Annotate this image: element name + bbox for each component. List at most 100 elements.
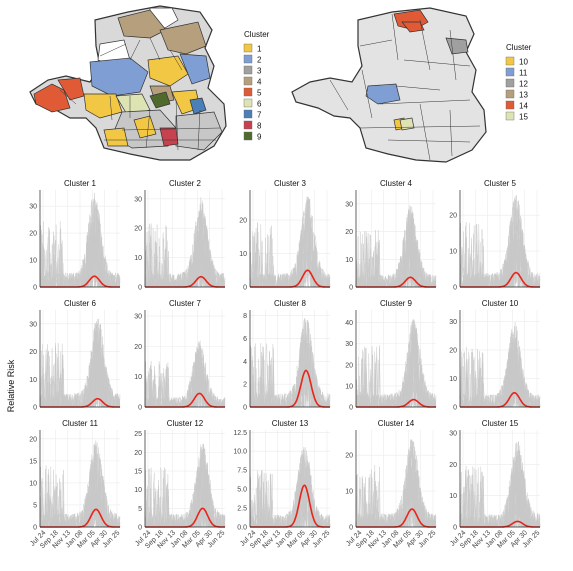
legend-label: 9 [257, 133, 262, 142]
y-tick-label: 20 [345, 362, 353, 369]
y-tick-label: 10 [449, 493, 457, 500]
y-tick-label: 10 [134, 255, 142, 262]
y-tick-label: 30 [29, 321, 37, 328]
y-tick-label: 2.5 [237, 506, 247, 513]
y-tick-label: 20 [449, 462, 457, 469]
panel-6: Cluster 6 0 10 20 30 [29, 299, 121, 412]
legend-label: 12 [519, 80, 528, 89]
y-tick-label: 20 [134, 226, 142, 233]
panel-title: Cluster 3 [274, 179, 307, 188]
legend-2: Cluster 10 11 12 13 14 15 [505, 43, 532, 122]
panel-10: Cluster 10 0 10 20 30 [449, 299, 541, 412]
legend-title: Cluster [506, 43, 532, 52]
y-tick-label: 4 [243, 359, 247, 366]
y-tick-label: 6 [243, 336, 247, 343]
legend-title: Cluster [244, 30, 270, 39]
y-tick-label: 10 [345, 489, 353, 496]
series-line [144, 204, 225, 288]
legend-label: 14 [519, 102, 528, 111]
legend-label: 10 [519, 58, 528, 67]
panel-title: Cluster 7 [169, 299, 202, 308]
y-tick-label: 20 [239, 218, 247, 225]
y-tick-label: 10 [29, 377, 37, 384]
panel-7: Cluster 7 0 10 20 30 [134, 299, 226, 412]
y-tick-label: 20 [29, 349, 37, 356]
series-line [249, 199, 330, 288]
y-tick-label: 30 [449, 431, 457, 438]
y-tick-label: 2 [243, 382, 247, 389]
panel-title: Cluster 14 [378, 419, 415, 428]
legend-label: 3 [257, 67, 262, 76]
y-tick-label: 12.5 [233, 430, 247, 437]
y-tick-label: 30 [134, 196, 142, 203]
legend-label: 11 [519, 69, 528, 78]
y-tick-label: 0 [453, 525, 457, 532]
y-tick-label: 15 [29, 458, 37, 465]
y-axis-label: Relative Risk [6, 359, 16, 412]
panel-title: Cluster 4 [380, 179, 413, 188]
panel-title: Cluster 15 [482, 419, 519, 428]
y-tick-label: 10.0 [233, 449, 247, 456]
y-tick-label: 40 [345, 320, 353, 327]
legend-swatch [243, 120, 253, 130]
y-tick-label: 20 [345, 229, 353, 236]
panel-3: Cluster 3 0 10 20 [239, 179, 331, 292]
y-tick-label: 8 [243, 313, 247, 320]
panel-title: Cluster 11 [62, 419, 98, 428]
legend-swatch [243, 43, 253, 53]
legend-swatch [505, 111, 515, 121]
y-tick-label: 0 [349, 405, 353, 412]
map-clusters-1-9 [29, 5, 227, 161]
y-tick-label: 0 [243, 405, 247, 412]
panel-title: Cluster 2 [169, 179, 202, 188]
panel-9: Cluster 9 0 10 20 30 40 [345, 299, 437, 412]
legend-1: Cluster 1 2 3 4 5 6 7 8 9 [243, 30, 270, 142]
panel-1: Cluster 1 0 10 20 30 [29, 179, 121, 292]
y-tick-label: 20 [134, 450, 142, 457]
panel-4: Cluster 4 0 10 20 30 [345, 179, 437, 292]
y-tick-label: 0 [349, 525, 353, 532]
y-tick-label: 0.0 [237, 525, 247, 532]
legend-swatch [243, 87, 253, 97]
y-tick-label: 10 [449, 376, 457, 383]
y-tick-label: 10 [134, 487, 142, 494]
y-tick-label: 15 [134, 469, 142, 476]
y-tick-label: 0 [33, 285, 37, 292]
panel-title: Cluster 8 [274, 299, 307, 308]
y-tick-label: 0 [453, 285, 457, 292]
legend-swatch [505, 89, 515, 99]
legend-swatch [243, 76, 253, 86]
y-tick-label: 20 [449, 347, 457, 354]
panel-8: Cluster 8 0 2 4 6 8 [243, 299, 331, 412]
y-tick-label: 30 [29, 204, 37, 211]
panel-title: Cluster 5 [484, 179, 517, 188]
legend-label: 5 [257, 89, 262, 98]
panel-title: Cluster 9 [380, 299, 413, 308]
y-tick-label: 30 [449, 319, 457, 326]
y-tick-label: 10 [239, 251, 247, 258]
y-tick-label: 20 [449, 213, 457, 220]
legend-label: 8 [257, 122, 262, 131]
series-line [249, 342, 331, 408]
legend-label: 13 [519, 91, 528, 100]
y-tick-label: 5 [138, 506, 142, 513]
legend-swatch [243, 65, 253, 75]
panel-title: Cluster 10 [482, 299, 519, 308]
legend-swatch [505, 78, 515, 88]
panel-title: Cluster 13 [272, 419, 309, 428]
y-tick-label: 30 [345, 341, 353, 348]
legend-swatch [243, 54, 253, 64]
panel-2: Cluster 2 0 10 20 30 [134, 179, 226, 292]
legend-swatch [243, 109, 253, 119]
y-tick-label: 20 [29, 436, 37, 443]
y-tick-label: 25 [134, 431, 142, 438]
y-tick-label: 7.5 [237, 468, 247, 475]
panel-title: Cluster 1 [64, 179, 97, 188]
